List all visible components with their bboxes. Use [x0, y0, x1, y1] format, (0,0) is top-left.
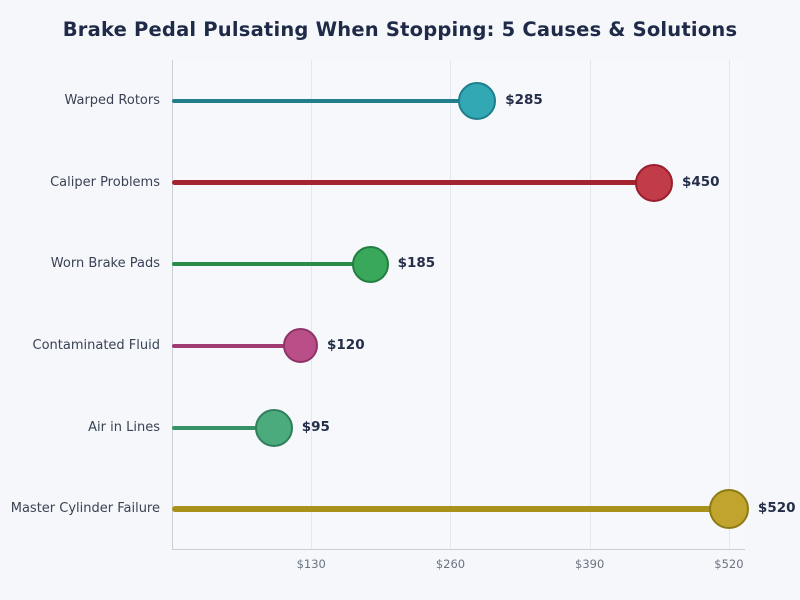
- value-label-3: $120: [327, 336, 365, 353]
- gridline-260: [450, 60, 452, 550]
- category-label-1: Caliper Problems: [50, 174, 160, 190]
- value-label-1: $450: [681, 173, 720, 190]
- x-tick-label-390: $390: [575, 557, 605, 571]
- gridline-520: [728, 60, 730, 550]
- value-label-0: $285: [505, 91, 543, 108]
- value-label-2: $185: [397, 255, 436, 272]
- lollipop-stem-1: [172, 180, 654, 185]
- lollipop-dot-3: [283, 328, 319, 364]
- y-axis-spine: [172, 60, 173, 550]
- lollipop-stem-3: [172, 343, 301, 349]
- category-label-5: Master Cylinder Failure: [10, 501, 160, 517]
- category-label-0: Warped Rotors: [64, 92, 160, 108]
- lollipop-dot-5: [708, 489, 749, 530]
- lollipop-dot-0: [458, 81, 497, 120]
- gridline-390: [589, 60, 591, 550]
- chart-title: Brake Pedal Pulsating When Stopping: 5 C…: [62, 18, 738, 41]
- value-label-5: $520: [757, 500, 796, 517]
- lollipop-dot-4: [254, 408, 293, 447]
- lollipop-dot-1: [634, 163, 673, 202]
- lollipop-stem-4: [172, 425, 274, 430]
- lollipop-stem-2: [172, 262, 371, 267]
- lollipop-dot-2: [351, 245, 389, 283]
- x-axis-spine: [172, 549, 745, 550]
- category-label-3: Contaminated Fluid: [32, 337, 161, 353]
- x-tick-label-520: $520: [714, 557, 744, 571]
- category-label-4: Air in Lines: [88, 419, 160, 435]
- lollipop-stem-0: [172, 98, 478, 103]
- value-label-4: $95: [301, 418, 330, 435]
- lollipop-stem-5: [172, 506, 729, 513]
- category-label-2: Worn Brake Pads: [50, 256, 160, 272]
- plot-area: $285 $450 $185 $120 $95 $520: [172, 60, 796, 550]
- gridline-130: [311, 60, 313, 550]
- x-tick-label-130: $130: [296, 557, 326, 571]
- x-tick-label-260: $260: [435, 557, 466, 571]
